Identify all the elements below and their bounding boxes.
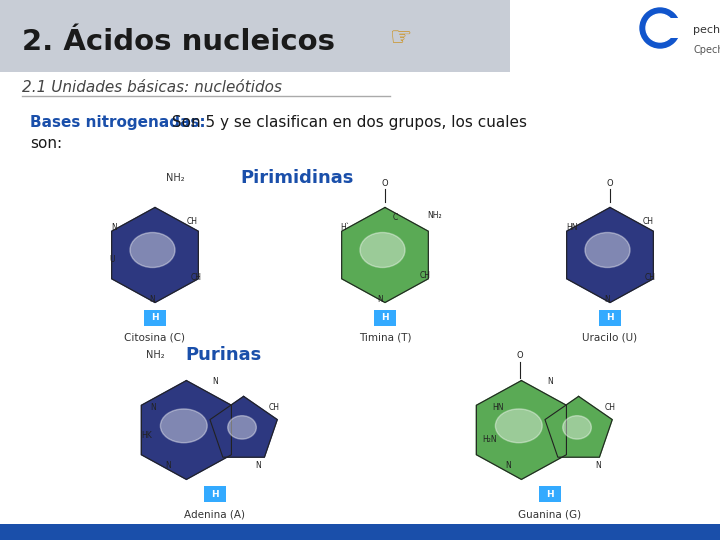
FancyBboxPatch shape bbox=[144, 309, 166, 326]
Text: N: N bbox=[212, 377, 218, 387]
Polygon shape bbox=[210, 396, 277, 457]
FancyBboxPatch shape bbox=[630, 2, 718, 70]
Ellipse shape bbox=[161, 409, 207, 443]
Text: N: N bbox=[505, 461, 511, 469]
Text: N: N bbox=[150, 402, 156, 411]
Text: N: N bbox=[111, 224, 117, 233]
Text: CH: CH bbox=[191, 273, 202, 282]
Text: son:: son: bbox=[30, 137, 62, 152]
Polygon shape bbox=[141, 381, 231, 480]
Polygon shape bbox=[477, 381, 567, 480]
Polygon shape bbox=[112, 207, 198, 302]
Text: Pirimidinas: Pirimidinas bbox=[240, 169, 354, 187]
Text: N: N bbox=[595, 461, 601, 469]
Text: 2. Ácidos nucleicos: 2. Ácidos nucleicos bbox=[22, 28, 335, 56]
Text: H: H bbox=[151, 313, 159, 322]
Text: Citosina (C): Citosina (C) bbox=[125, 333, 186, 342]
FancyBboxPatch shape bbox=[599, 309, 621, 326]
Text: Uracilo (U): Uracilo (U) bbox=[582, 333, 638, 342]
Text: N: N bbox=[547, 377, 553, 387]
FancyBboxPatch shape bbox=[0, 0, 510, 72]
Text: C: C bbox=[392, 213, 397, 222]
Ellipse shape bbox=[228, 416, 256, 439]
Text: CH: CH bbox=[642, 218, 654, 226]
FancyBboxPatch shape bbox=[204, 487, 226, 502]
Polygon shape bbox=[342, 207, 428, 302]
Circle shape bbox=[640, 8, 680, 48]
Text: O: O bbox=[607, 179, 613, 187]
Text: HN: HN bbox=[492, 402, 504, 411]
Text: Bases nitrogenadas:: Bases nitrogenadas: bbox=[30, 114, 206, 130]
Text: CH: CH bbox=[644, 273, 655, 282]
Text: N: N bbox=[149, 295, 155, 305]
Text: O: O bbox=[382, 179, 388, 187]
Polygon shape bbox=[545, 396, 612, 457]
Text: H`: H` bbox=[340, 224, 350, 233]
Text: CH: CH bbox=[420, 271, 431, 280]
Text: Purinas: Purinas bbox=[185, 346, 261, 364]
Ellipse shape bbox=[130, 233, 175, 267]
Ellipse shape bbox=[563, 416, 591, 439]
Text: U: U bbox=[109, 255, 114, 265]
Text: NH₂: NH₂ bbox=[145, 350, 164, 360]
Text: Son 5 y se clasifican en dos grupos, los cuales: Son 5 y se clasifican en dos grupos, los… bbox=[167, 114, 527, 130]
Text: HK: HK bbox=[142, 430, 153, 440]
Text: CH: CH bbox=[605, 402, 616, 411]
Text: 2.1 Unidades básicas: nucleótidos: 2.1 Unidades básicas: nucleótidos bbox=[22, 80, 282, 96]
Text: H₂N: H₂N bbox=[482, 435, 498, 444]
Ellipse shape bbox=[360, 233, 405, 267]
Text: Adenina (A): Adenina (A) bbox=[184, 509, 246, 519]
Text: N: N bbox=[255, 461, 261, 469]
Text: N: N bbox=[165, 461, 171, 469]
Text: N: N bbox=[604, 295, 610, 305]
Text: H: H bbox=[211, 490, 219, 499]
Text: CH: CH bbox=[269, 402, 279, 411]
Text: H: H bbox=[606, 313, 614, 322]
Text: ☞: ☞ bbox=[390, 26, 413, 50]
Text: N: N bbox=[377, 295, 383, 305]
Text: Timina (T): Timina (T) bbox=[359, 333, 411, 342]
Text: CH: CH bbox=[186, 218, 197, 226]
FancyBboxPatch shape bbox=[0, 524, 720, 540]
Text: Cpech: Cpech bbox=[693, 45, 720, 55]
Text: NH₂: NH₂ bbox=[166, 173, 184, 183]
Polygon shape bbox=[567, 207, 653, 302]
FancyBboxPatch shape bbox=[660, 18, 682, 38]
Text: NH₂: NH₂ bbox=[428, 211, 442, 219]
Text: HN: HN bbox=[566, 224, 577, 233]
FancyBboxPatch shape bbox=[539, 487, 561, 502]
Ellipse shape bbox=[495, 409, 542, 443]
Circle shape bbox=[646, 14, 674, 42]
Ellipse shape bbox=[585, 233, 630, 267]
Text: pech: pech bbox=[693, 25, 720, 35]
Text: H: H bbox=[381, 313, 389, 322]
Text: Guanina (G): Guanina (G) bbox=[518, 509, 582, 519]
FancyBboxPatch shape bbox=[374, 309, 396, 326]
Text: H: H bbox=[546, 490, 554, 499]
Text: O: O bbox=[517, 352, 523, 361]
